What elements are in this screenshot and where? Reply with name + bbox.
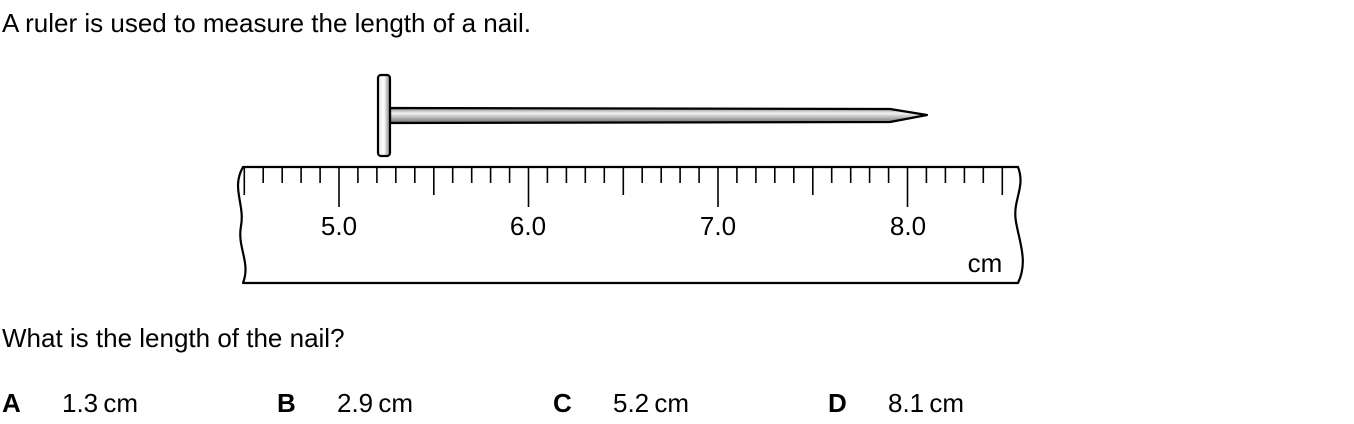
option-letter: D [828, 388, 847, 418]
intro-text: A ruler is used to measure the length of… [2, 8, 531, 38]
option-c[interactable]: C 5.2 cm [553, 388, 689, 418]
unit-label: cm [968, 248, 1003, 278]
option-value: 1.3 cm [62, 388, 139, 418]
option-letter: B [277, 388, 296, 418]
option-value: 2.9 cm [337, 388, 414, 418]
scale-label-5: 5.0 [321, 211, 357, 241]
option-value: 8.1 cm [888, 388, 965, 418]
nail-head [376, 73, 392, 158]
question-text: What is the length of the nail? [2, 323, 345, 353]
nail [376, 73, 929, 158]
ruler-body [236, 165, 1024, 285]
nail-shaft [388, 106, 929, 125]
scale-label-8: 8.0 [890, 211, 926, 241]
ruler-ticks [243, 167, 1004, 207]
option-a[interactable]: A 1.3 cm [2, 388, 138, 418]
option-letter: A [2, 388, 21, 418]
scale-label-7: 7.0 [700, 211, 736, 241]
scale-label-6: 6.0 [510, 211, 546, 241]
option-value: 5.2 cm [613, 388, 690, 418]
option-letter: C [553, 388, 572, 418]
ruler: 5.0 6.0 7.0 8.0 cm [236, 165, 1024, 285]
option-d[interactable]: D 8.1 cm [828, 388, 964, 418]
option-b[interactable]: B 2.9 cm [277, 388, 413, 418]
